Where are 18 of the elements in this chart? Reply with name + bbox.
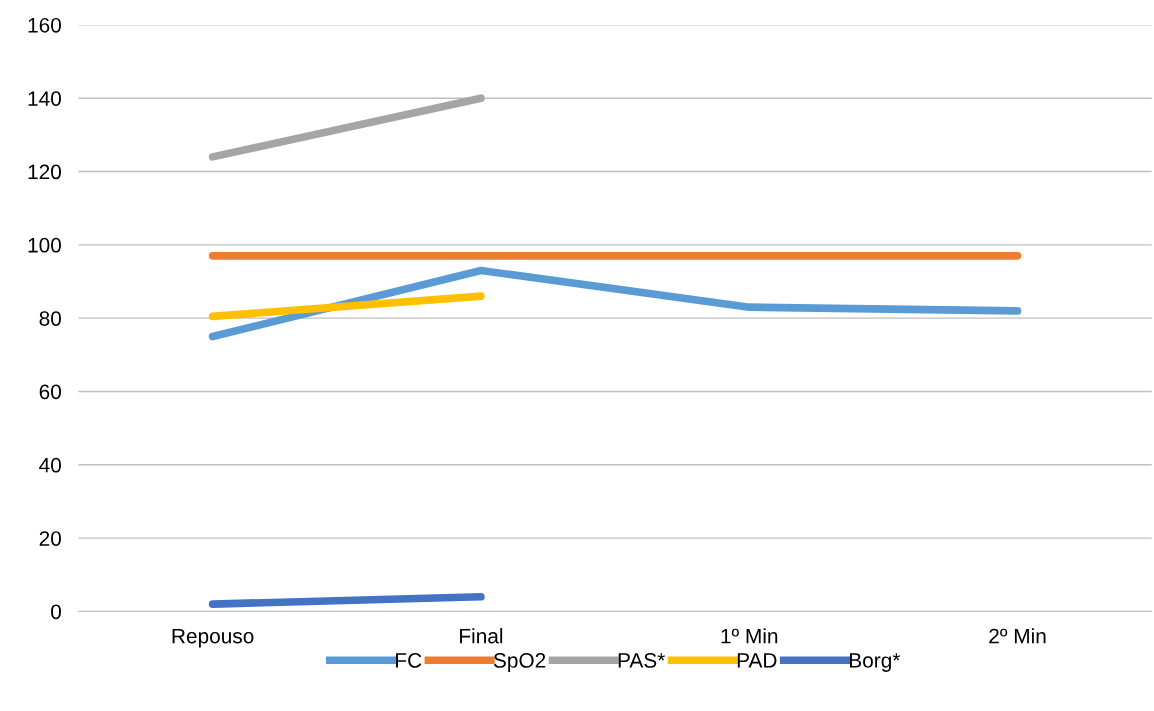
x-tick-label: 2º Min — [989, 628, 1046, 644]
y-tick-label: 100 — [28, 237, 61, 253]
y-tick-label: 160 — [28, 17, 61, 33]
legend-label: SpO2 — [493, 653, 546, 672]
y-tick-label: 140 — [28, 91, 61, 106]
y-tick-label: 0 — [51, 604, 61, 620]
x-tick-label: 1º Min — [721, 628, 778, 644]
y-tick-label: 80 — [39, 311, 61, 326]
legend-label: Borg* — [850, 653, 901, 672]
legend-label: PAD — [737, 653, 777, 668]
y-tick-label: 60 — [39, 384, 61, 400]
x-tick-label: Final — [460, 628, 503, 644]
y-tick-label: 40 — [39, 457, 61, 473]
y-tick-label: 120 — [28, 164, 61, 180]
legend-label: FC — [396, 653, 422, 668]
y-tick-label: 20 — [39, 531, 61, 546]
legend-label: PAS* — [618, 653, 665, 668]
x-tick-label: Repouso — [172, 628, 254, 648]
